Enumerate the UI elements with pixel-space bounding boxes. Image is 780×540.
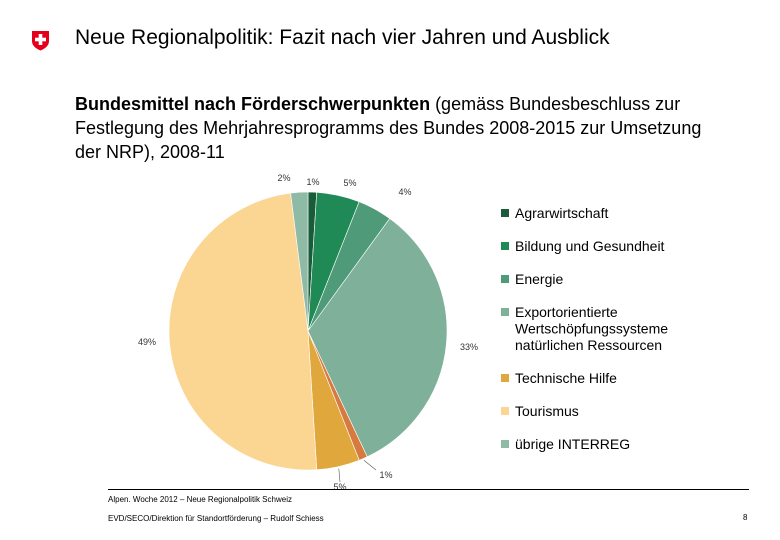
chart-subtitle: Bundesmittel nach Förderschwerpunkten (g…: [75, 92, 715, 164]
slice-value-label: 49%: [138, 337, 156, 347]
legend-label: Bildung und Gesundheit: [515, 238, 665, 254]
pie-slice: [307, 218, 448, 458]
leader-line: [338, 468, 341, 483]
slice-value-label: 1%: [306, 177, 319, 187]
legend-swatch: [501, 407, 509, 415]
page-title: Neue Regionalpolitik: Fazit nach vier Ja…: [75, 26, 610, 49]
legend-swatch: [501, 209, 509, 217]
slice-value-label: 5%: [343, 178, 356, 188]
legend-label: natürlichen Ressourcen: [515, 337, 662, 353]
subtitle-bold: Bundesmittel nach Förderschwerpunkten: [75, 94, 431, 114]
leader-line: [363, 460, 377, 471]
legend-label: Wertschöpfungssysteme: [515, 321, 668, 337]
slice-value-label: 5%: [333, 482, 346, 492]
footer-source: Alpen. Woche 2012 – Neue Regionalpolitik…: [108, 495, 292, 504]
swiss-flag-icon: [32, 31, 49, 51]
legend-swatch: [501, 440, 509, 448]
subtitle-rest: (gemäss Bundesbeschluss zur Festlegung d…: [75, 94, 702, 162]
slice-value-label: 2%: [277, 173, 290, 183]
footer-divider: [108, 489, 749, 490]
legend-swatch: [501, 308, 509, 316]
pie-slice: [290, 191, 309, 332]
legend-label: Energie: [515, 271, 563, 287]
legend-label: Exportorientierte: [515, 304, 618, 320]
legend-label: Technische Hilfe: [515, 370, 617, 386]
page-number: 8: [743, 513, 748, 522]
legend-label: Agrarwirtschaft: [515, 205, 608, 221]
legend-swatch: [501, 242, 509, 250]
slice-value-label: 1%: [379, 470, 392, 480]
legend-label: übrige INTERREG: [515, 436, 630, 452]
slice-value-label: 33%: [460, 342, 478, 352]
pie-slice: [168, 192, 318, 471]
legend-swatch: [501, 374, 509, 382]
slice-value-label: 4%: [398, 187, 411, 197]
legend-label: Tourismus: [515, 403, 579, 419]
footer-department: EVD/SECO/Direktion für Standortförderung…: [108, 514, 324, 523]
legend-swatch: [501, 275, 509, 283]
